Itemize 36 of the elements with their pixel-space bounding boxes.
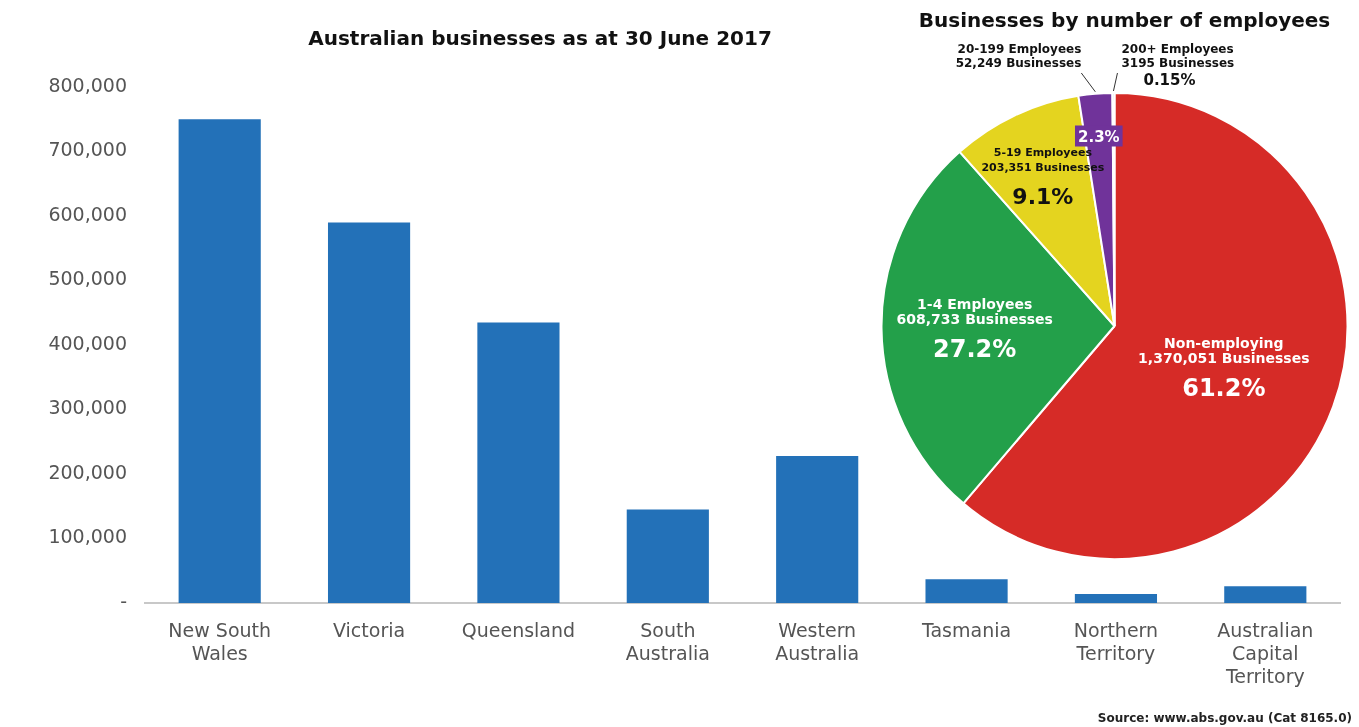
bar [626, 509, 709, 603]
y-tick-label: 500,000 [48, 267, 127, 290]
bar [178, 119, 261, 603]
slice-label: 200+ Employees [1121, 42, 1234, 56]
slice-label: Non-employing [1164, 335, 1284, 352]
text: 52,249 Businesses 2.3% [955, 56, 1120, 146]
x-tick-label: Tasmania [921, 619, 1012, 642]
x-tick-label: Queensland [461, 619, 576, 642]
data-label: 1,370,051 Businesses 61.2% [1138, 350, 1310, 403]
x-tick-label: Western Australia [775, 619, 860, 665]
y-tick-label: - [120, 589, 127, 612]
bar [1074, 593, 1158, 603]
source-note: Source: www.abs.gov.au (Cat 8165.0) [1097, 711, 1352, 726]
x-tick-label: Victoria [333, 619, 406, 642]
bar [477, 322, 560, 603]
x-tick-label: Northern Territory [1073, 619, 1159, 665]
data-label: 3195 Businesses 0.15% [1121, 56, 1235, 89]
slice-label: 20-199 Employees [957, 42, 1082, 56]
y-tick-label: 200,000 [48, 460, 127, 483]
chart-title: Australian businesses as at 30 June 2017 [308, 26, 772, 51]
x-tick-label: South Australia [625, 619, 710, 665]
x-tick-label: Australian Capital Territory [1217, 619, 1314, 687]
y-tick-label: 100,000 [48, 525, 127, 548]
y-tick-label: 300,000 [48, 396, 127, 419]
data-label: 608,733 Businesses 27.2% [896, 311, 1053, 364]
bar [327, 222, 411, 603]
slice-label: 1-4 Employees [917, 296, 1033, 313]
y-tick-label: 700,000 [48, 138, 127, 161]
bar [1224, 586, 1307, 603]
y-tick-label: 600,000 [48, 202, 127, 225]
y-tick-label: 400,000 [48, 331, 127, 354]
bar [925, 579, 1008, 603]
y-tick-label: 800,000 [48, 73, 127, 96]
chart-title: Businesses by number of employees [918, 8, 1331, 33]
bar [776, 455, 859, 603]
x-tick-label: New South Wales [168, 619, 272, 665]
